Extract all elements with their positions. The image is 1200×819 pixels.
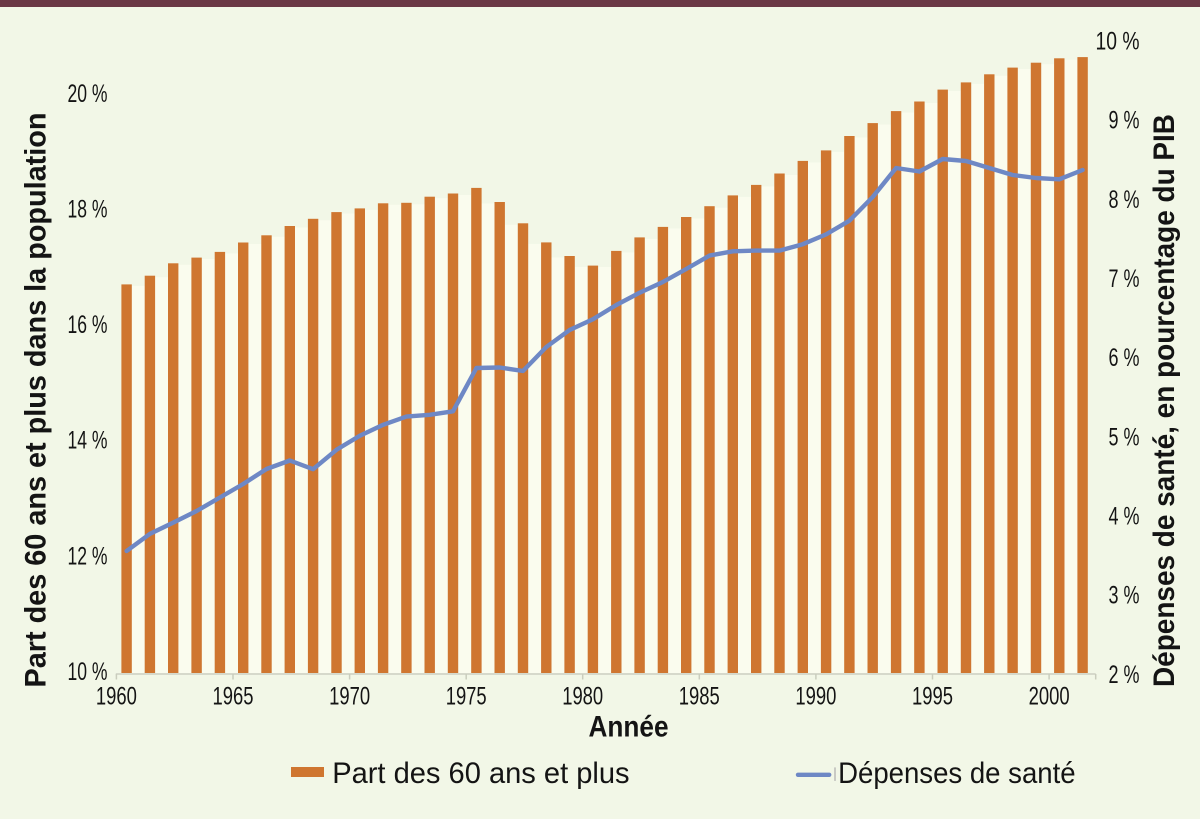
svg-text:1965: 1965 bbox=[213, 683, 254, 711]
svg-text:10 %: 10 % bbox=[68, 658, 108, 686]
svg-text:2000: 2000 bbox=[1029, 683, 1070, 711]
svg-text:Part des 60 ans et plus: Part des 60 ans et plus bbox=[332, 757, 629, 790]
svg-text:18 %: 18 % bbox=[68, 196, 108, 224]
svg-text:Année: Année bbox=[589, 711, 669, 744]
svg-text:16 %: 16 % bbox=[68, 311, 108, 339]
svg-text:1975: 1975 bbox=[446, 683, 487, 711]
svg-text:4 %: 4 % bbox=[1109, 503, 1140, 531]
svg-text:20 %: 20 % bbox=[68, 80, 108, 108]
svg-text:2 %: 2 % bbox=[1109, 661, 1140, 689]
svg-text:5 %: 5 % bbox=[1109, 423, 1140, 451]
svg-text:14 %: 14 % bbox=[68, 427, 108, 455]
svg-text:1960: 1960 bbox=[96, 683, 137, 711]
svg-text:Dépenses de santé: Dépenses de santé bbox=[838, 757, 1076, 790]
svg-text:6 %: 6 % bbox=[1109, 344, 1140, 372]
svg-text:10 %: 10 % bbox=[1096, 28, 1140, 56]
svg-text:12 %: 12 % bbox=[68, 542, 108, 570]
svg-text:7 %: 7 % bbox=[1109, 265, 1140, 293]
svg-text:1990: 1990 bbox=[795, 683, 836, 711]
svg-text:3 %: 3 % bbox=[1109, 582, 1140, 610]
svg-text:Dépenses de santé, en pourcent: Dépenses de santé, en pourcentage du PIB bbox=[1148, 114, 1181, 687]
svg-text:1985: 1985 bbox=[679, 683, 720, 711]
svg-text:Part des 60 ans et plus dans l: Part des 60 ans et plus dans la populati… bbox=[20, 113, 53, 688]
svg-text:1970: 1970 bbox=[329, 683, 370, 711]
svg-text:8 %: 8 % bbox=[1109, 186, 1140, 214]
svg-text:1995: 1995 bbox=[912, 683, 953, 711]
svg-text:1980: 1980 bbox=[562, 683, 603, 711]
svg-text:9 %: 9 % bbox=[1109, 107, 1140, 135]
